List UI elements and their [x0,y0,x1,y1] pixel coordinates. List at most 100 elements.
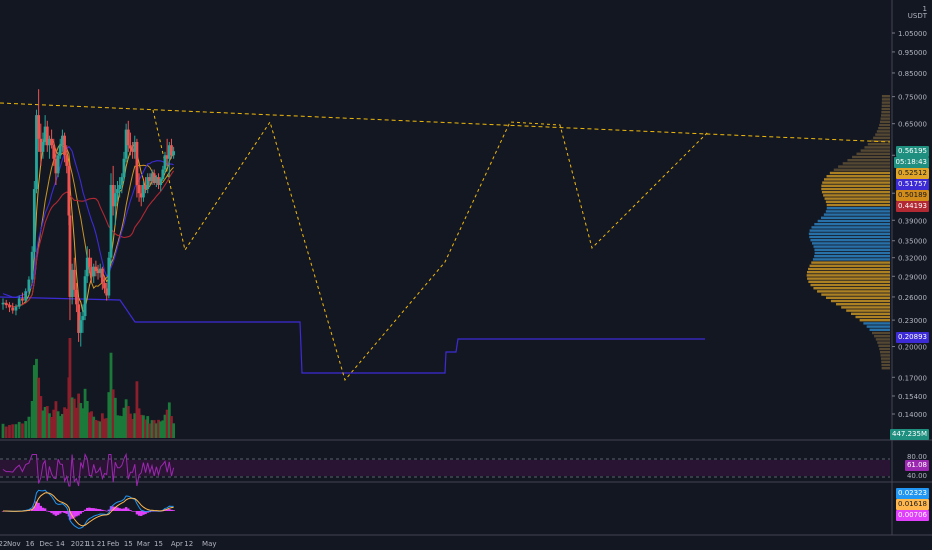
candle-body [45,126,49,146]
volume-bar [35,358,38,438]
macd-histogram-bar [48,511,51,512]
volume-profile-bar [881,107,890,111]
candle-body [61,135,64,146]
volume-profile-bar [880,357,890,360]
ma1-price-label: 0.52512 [896,168,929,179]
candle-body [172,151,176,156]
macd-histogram-bar [46,510,49,512]
volume-value-label: 447.235M [890,429,929,440]
volume-profile-bar [841,306,890,309]
volume-bar [113,397,117,438]
volume-profile-bar [826,203,890,207]
candle-body [24,291,28,301]
price-tick-label: 0.20000 [898,344,927,352]
volume-profile-bar [821,216,890,219]
volume-bar [133,413,137,438]
candle-body [75,289,78,305]
volume-profile-bar [826,175,890,178]
macd-histogram-bar [56,511,60,515]
candle-body [11,307,15,311]
candle-body [90,266,93,277]
volume-profile-bar [881,360,890,363]
price-tick-label: 0.26000 [898,294,927,302]
candle-body [107,257,111,296]
volume-profile-bar [856,152,890,155]
candle-body [54,158,58,174]
volume-profile-bar [864,146,890,149]
volume-bar [4,426,8,438]
volume-bar [116,415,119,438]
macd-histogram-bar [118,508,121,511]
volume-bar [144,419,147,438]
volume-bar [126,406,130,438]
rsi-lower-level-label: 40.00 [906,472,927,480]
volume-bar [72,398,76,438]
candle-body [83,276,87,317]
volume-bar [146,416,150,438]
macd-histogram-bar [103,510,106,511]
volume-profile-bar [810,239,890,242]
macd-histogram-bar [124,507,128,511]
candle-body [161,169,165,180]
candle-body [70,269,74,297]
volume-bar [8,425,11,438]
rsi-line [2,452,175,487]
volume-bar [88,412,91,438]
macd-histogram-bar [135,511,139,515]
vwap-price-label: 0.20893 [896,332,929,343]
volume-profile-bar [836,303,890,306]
volume-bar [58,416,62,438]
volume-profile-bar [825,200,890,203]
volume-bar [52,409,56,438]
volume-bar [39,396,43,438]
candle-body [111,184,115,207]
candle-body [152,173,156,183]
macd-histogram-bar [101,509,104,511]
volume-bar [152,420,156,438]
price-tick-label: 0.75000 [898,94,927,102]
candle-body [14,306,18,311]
volume-bar [63,407,66,438]
volume-profile-bar [814,223,890,226]
macd-signal-line [3,492,174,527]
volume-bar [137,408,141,438]
macd-histogram-bar [30,509,34,511]
candle-body [1,302,5,305]
macd-histogram-bar [133,511,136,512]
volume-profile-bar [806,274,890,277]
candle-body [39,138,43,152]
macd-histogram-bar [92,508,95,511]
volume-profile-bar [881,98,890,101]
volume-bar [56,411,60,438]
volume-bar [159,421,163,438]
price-tick-label: 0.23000 [898,317,927,325]
volume-profile-bar [821,293,890,296]
macd-histogram-bar [61,511,64,513]
volume-profile-bar [821,187,890,191]
volume-profile-bar [881,95,890,98]
candle-body [109,184,113,258]
volume-profile-bar [851,312,890,315]
volume-bar [157,419,160,438]
volume-bar [142,415,145,438]
volume-profile-bar [859,319,890,322]
price-tick-label: 0.65000 [898,121,927,129]
macd-histogram-bar [33,506,36,511]
volume-profile-bar [822,181,890,184]
volume-bar [92,416,96,438]
volume-bar [37,377,41,438]
volume-profile-bar [808,280,890,283]
volume-bar [11,424,15,438]
volume-profile-bar [809,235,890,239]
volume-profile-bar [823,178,890,181]
candle-body [63,135,66,156]
volume-bar [21,423,24,438]
volume-bar [30,400,34,438]
volume-profile-bar [811,242,890,245]
candle-body [122,158,126,178]
price-tick-label: 0.95000 [898,49,927,57]
volume-profile-bar [814,248,890,251]
candle-body [159,179,163,185]
